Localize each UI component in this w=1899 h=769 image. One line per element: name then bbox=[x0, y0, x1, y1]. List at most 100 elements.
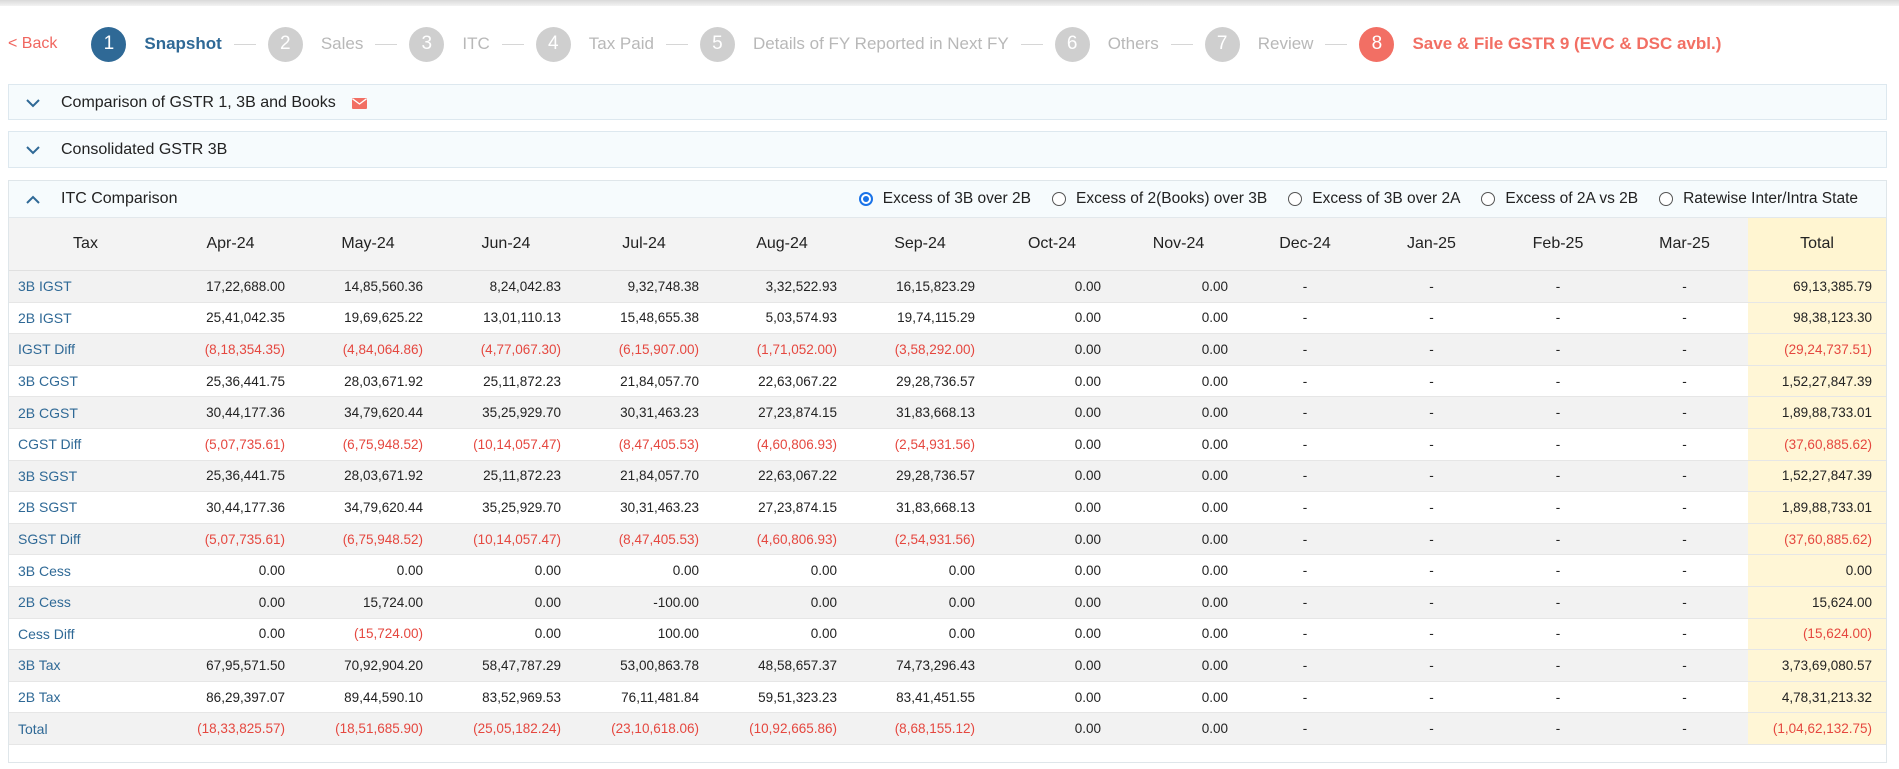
column-header: Sep-24 bbox=[851, 218, 989, 271]
table-cell: - bbox=[1621, 712, 1748, 745]
table-row: 2B Tax 86,29,397.07 89,44,590.10 83,52,969.… bbox=[9, 681, 1886, 714]
step-number-badge: 5 bbox=[699, 26, 735, 62]
table-cell: 53,00,863.78 bbox=[575, 649, 713, 682]
row-label[interactable]: CGST Diff bbox=[9, 428, 162, 461]
row-label[interactable]: 3B Tax bbox=[9, 649, 162, 682]
row-label[interactable]: 2B Tax bbox=[9, 681, 162, 714]
table-cell: - bbox=[1495, 712, 1621, 745]
table-cell: - bbox=[1368, 712, 1495, 745]
table-cell: (4,60,806.93) bbox=[713, 523, 851, 556]
step-number-badge: 3 bbox=[409, 26, 445, 62]
row-label[interactable]: IGST Diff bbox=[9, 333, 162, 366]
table-cell: (15,624.00) bbox=[1748, 618, 1886, 651]
radio-option-3[interactable]: Excess of 3B over 2A bbox=[1288, 190, 1460, 208]
step-number-badge: 8 bbox=[1359, 26, 1395, 62]
table-cell: 19,74,115.29 bbox=[851, 302, 989, 335]
table-cell: - bbox=[1242, 712, 1368, 745]
table-cell: - bbox=[1495, 428, 1621, 461]
table-cell: 35,25,929.70 bbox=[437, 396, 575, 429]
column-header: Total bbox=[1748, 218, 1886, 271]
step-3[interactable]: 3 ITC bbox=[409, 26, 490, 62]
table-cell: 0.00 bbox=[989, 523, 1115, 556]
table-cell: 70,92,904.20 bbox=[299, 649, 437, 682]
table-cell: 22,63,067.22 bbox=[713, 460, 851, 493]
row-label[interactable]: 3B CGST bbox=[9, 365, 162, 398]
column-header: Mar-25 bbox=[1621, 218, 1748, 271]
step-connector bbox=[375, 43, 398, 45]
table-cell: - bbox=[1621, 618, 1748, 651]
table-row: 3B CGST 25,36,441.75 28,03,671.92 25,11,872… bbox=[9, 365, 1886, 398]
row-label[interactable]: 2B IGST bbox=[9, 302, 162, 335]
table-cell: 13,01,110.13 bbox=[437, 302, 575, 335]
row-label[interactable]: 3B SGST bbox=[9, 460, 162, 493]
step-2[interactable]: 2 Sales bbox=[267, 26, 363, 62]
row-label[interactable]: 2B SGST bbox=[9, 491, 162, 524]
step-4[interactable]: 4 Tax Paid bbox=[535, 26, 654, 62]
table-cell: 31,83,668.13 bbox=[851, 396, 989, 429]
table-cell: - bbox=[1242, 618, 1368, 651]
step-label: ITC bbox=[462, 34, 490, 53]
itc-comparison-table: Tax Apr-24 May-24 Jun-24 Jul-24 Aug-24 Sep-24 O… bbox=[9, 218, 1886, 745]
table-cell: 67,95,571.50 bbox=[162, 649, 299, 682]
step-5[interactable]: 5 Details of FY Reported in Next FY bbox=[699, 26, 1009, 62]
step-number-badge: 2 bbox=[267, 26, 303, 62]
envelope-icon[interactable] bbox=[351, 97, 367, 109]
step-7[interactable]: 7 Review bbox=[1204, 26, 1314, 62]
table-cell: - bbox=[1368, 302, 1495, 335]
radio-circle[interactable] bbox=[1288, 192, 1303, 206]
row-label[interactable]: SGST Diff bbox=[9, 523, 162, 556]
radio-option-2[interactable]: Excess of 2(Books) over 3B bbox=[1051, 190, 1268, 208]
table-cell: (5,07,735.61) bbox=[162, 428, 299, 461]
chevron-up-icon[interactable] bbox=[23, 189, 43, 209]
table-cell: - bbox=[1368, 554, 1495, 587]
table-cell: 0.00 bbox=[713, 554, 851, 587]
table-cell: 0.00 bbox=[1115, 586, 1242, 619]
row-label[interactable]: Cess Diff bbox=[9, 618, 162, 651]
row-label[interactable]: 2B CGST bbox=[9, 396, 162, 429]
radio-label: Excess of 3B over 2A bbox=[1312, 190, 1461, 207]
radio-circle[interactable] bbox=[1051, 192, 1066, 206]
table-cell: - bbox=[1621, 649, 1748, 682]
table-cell: 34,79,620.44 bbox=[299, 396, 437, 429]
table-cell: 30,44,177.36 bbox=[162, 396, 299, 429]
table-cell: - bbox=[1368, 681, 1495, 714]
radio-circle[interactable] bbox=[1481, 192, 1496, 206]
radio-label: Excess of 2(Books) over 3B bbox=[1075, 190, 1268, 207]
radio-label: Ratewise Inter/Intra State bbox=[1683, 190, 1858, 207]
itc-view-options: Excess of 3B over 2B Excess of 2(Books) o… bbox=[838, 190, 1886, 208]
table-cell: 0.00 bbox=[437, 554, 575, 587]
back-link[interactable]: < Back bbox=[8, 35, 58, 52]
column-header: Feb-25 bbox=[1495, 218, 1621, 271]
step-connector bbox=[501, 43, 524, 45]
step-8[interactable]: 8 Save & File GSTR 9 (EVC & DSC avbl.) bbox=[1359, 26, 1721, 62]
step-label: Review bbox=[1257, 34, 1314, 53]
panel-itc-header: ITC Comparison Excess of 3B over 2B Exces… bbox=[9, 181, 1886, 218]
row-label[interactable]: Total bbox=[9, 712, 162, 745]
radio-circle[interactable] bbox=[1659, 192, 1674, 206]
table-cell: 21,84,057.70 bbox=[575, 460, 713, 493]
radio-option-4[interactable]: Excess of 2A vs 2B bbox=[1481, 190, 1638, 208]
radio-circle[interactable] bbox=[858, 192, 873, 206]
table-cell: (4,60,806.93) bbox=[713, 428, 851, 461]
step-1[interactable]: 1 Snapshot bbox=[91, 26, 222, 62]
row-label[interactable]: 3B Cess bbox=[9, 554, 162, 587]
table-cell: - bbox=[1242, 681, 1368, 714]
table-cell: (4,77,067.30) bbox=[437, 333, 575, 366]
table-row: 3B IGST 17,22,688.00 14,85,560.36 8,24,042.… bbox=[9, 270, 1886, 303]
panel-consolidated: Consolidated GSTR 3B bbox=[8, 131, 1887, 168]
row-label[interactable]: 2B Cess bbox=[9, 586, 162, 619]
table-cell: 25,36,441.75 bbox=[162, 460, 299, 493]
table-cell: 0.00 bbox=[1115, 270, 1242, 303]
table-cell: 9,32,748.38 bbox=[575, 270, 713, 303]
column-header: Jan-25 bbox=[1368, 218, 1495, 271]
panel-comparison-header[interactable]: Comparison of GSTR 1, 3B and Books bbox=[9, 85, 1886, 121]
radio-option-5[interactable]: Ratewise Inter/Intra State bbox=[1659, 190, 1858, 208]
step-6[interactable]: 6 Others bbox=[1054, 26, 1159, 62]
row-label[interactable]: 3B IGST bbox=[9, 270, 162, 303]
table-cell: (37,60,885.62) bbox=[1748, 428, 1886, 461]
wizard-stepper: < Back 1 Snapshot 2 Sales 3 ITC 4 Tax Paid 5 Deta… bbox=[0, 24, 1899, 64]
table-cell: (4,84,064.86) bbox=[299, 333, 437, 366]
panel-consolidated-header[interactable]: Consolidated GSTR 3B bbox=[9, 132, 1886, 168]
radio-option-1[interactable]: Excess of 3B over 2B bbox=[858, 190, 1031, 208]
table-cell: - bbox=[1621, 302, 1748, 335]
